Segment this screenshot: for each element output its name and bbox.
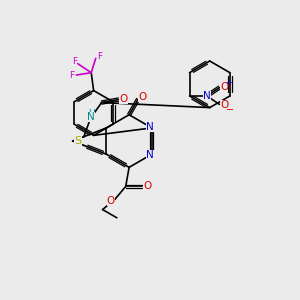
- Text: O: O: [138, 92, 147, 102]
- Text: +: +: [225, 78, 232, 87]
- Text: F: F: [69, 70, 74, 80]
- Text: O: O: [220, 100, 228, 110]
- Text: N: N: [87, 112, 95, 122]
- Text: O: O: [143, 181, 152, 190]
- Text: O: O: [220, 82, 228, 92]
- Text: N: N: [146, 122, 154, 132]
- Text: O: O: [107, 196, 115, 206]
- Text: O: O: [119, 94, 128, 103]
- Text: F: F: [72, 57, 77, 66]
- Text: N: N: [146, 150, 154, 161]
- Text: S: S: [74, 136, 82, 146]
- Text: N: N: [203, 91, 211, 101]
- Text: −: −: [226, 105, 234, 115]
- Text: H: H: [88, 109, 94, 118]
- Text: F: F: [97, 52, 102, 61]
